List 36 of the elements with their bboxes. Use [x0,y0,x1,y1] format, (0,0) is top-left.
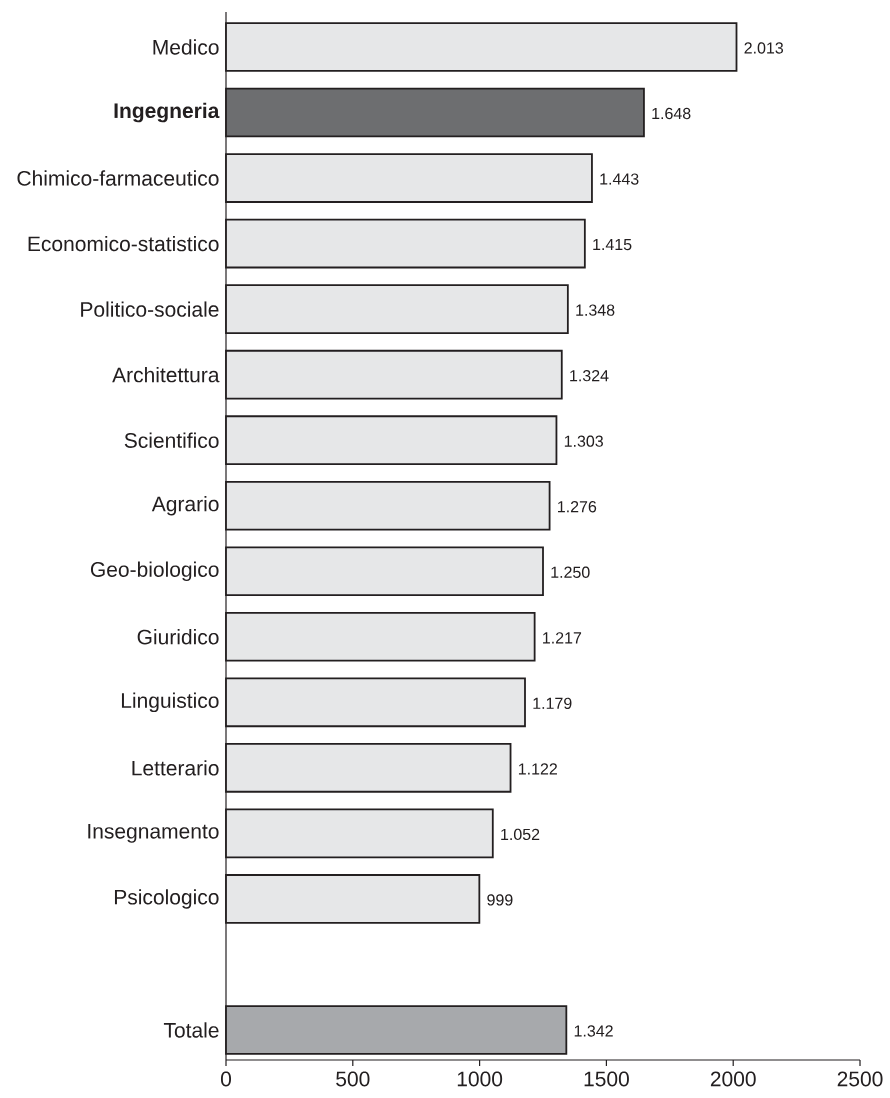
data-label: 999 [487,894,513,906]
y-tick-label: Letterario [132,760,219,776]
y-tick-label: Agrario [151,495,219,516]
data-label: 2.013 [744,42,784,54]
y-tick-label: Giuridico [137,629,219,645]
data-label: 1.443 [600,173,639,185]
y-tick-label: Chimico-farmaceutico [17,170,219,186]
x-tick-label: 2500 [837,1071,883,1087]
y-tick-label: Economico-statistico [28,235,219,252]
data-label: 1.250 [551,566,590,578]
data-label: 1.217 [543,632,582,644]
x-tick-label: 500 [336,1071,370,1087]
data-label: 1.415 [593,239,632,251]
data-label: 1.348 [576,304,615,316]
data-label: 1.324 [570,370,609,382]
x-tick-label: 1500 [584,1071,629,1087]
y-tick-label: Linguistico [121,692,219,713]
y-tick-label: Geo-biologico [90,561,219,582]
data-label: 1.303 [564,435,603,447]
data-label: 1.648 [652,107,691,120]
data-label: 1.179 [533,697,572,709]
y-tick-label: Politico-sociale [81,301,219,317]
x-tick-label: 0 [220,1071,232,1087]
data-label: 1.342 [574,1025,613,1037]
x-tick-label: 1000 [457,1071,503,1087]
y-tick-label: Ingegneria [114,102,220,123]
y-tick-label: Insegnamento [88,823,219,843]
data-label: 1.052 [501,828,540,841]
x-tick-label: 2000 [710,1071,756,1087]
y-tick-label: Scientifico [124,432,219,448]
y-tick-label: Psicologico [114,889,219,909]
data-label: 1.276 [558,501,597,513]
y-tick-label: Medico [153,39,219,55]
y-tick-label: Architettura [112,366,220,383]
data-label: 1.122 [518,763,557,775]
y-tick-label: Totale [163,1022,219,1038]
